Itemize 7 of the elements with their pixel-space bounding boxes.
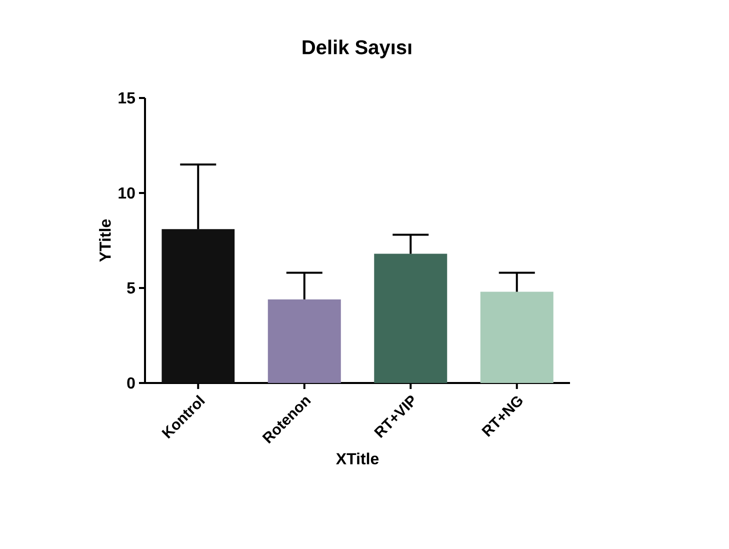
x-axis-title: XTitle [336,452,379,464]
y-axis-title: YTitle [99,219,111,262]
y-tick-label: 15 [118,92,136,104]
chart-title: Delik Sayısı [302,40,412,58]
y-tick-label: 5 [127,282,136,294]
y-tick-label: 0 [127,377,135,389]
y-tick-label: 10 [118,187,135,199]
